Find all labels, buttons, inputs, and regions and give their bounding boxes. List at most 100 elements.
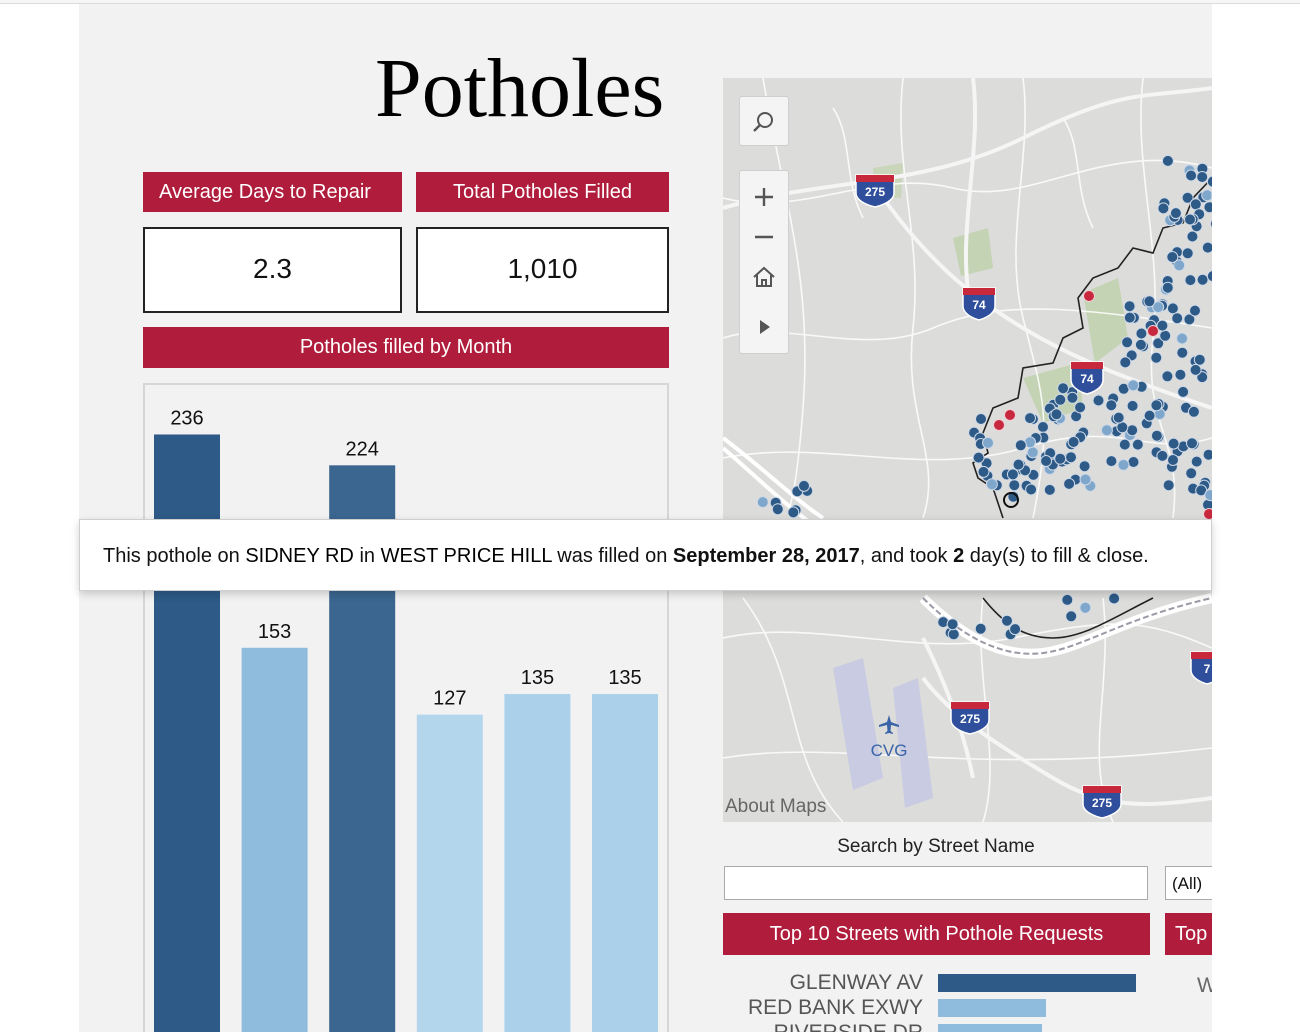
pothole-dot-open[interactable]: [1147, 325, 1159, 337]
pothole-dot[interactable]: [1112, 411, 1125, 424]
pothole-dot[interactable]: [1143, 409, 1156, 422]
pothole-dot-open[interactable]: [1083, 290, 1095, 302]
pothole-dot[interactable]: [1189, 198, 1202, 211]
pothole-dot[interactable]: [1054, 393, 1067, 406]
pothole-dot[interactable]: [1108, 592, 1121, 605]
pothole-dot[interactable]: [1026, 446, 1039, 459]
pothole-dot[interactable]: [1050, 408, 1063, 421]
pothole-dot[interactable]: [1043, 483, 1056, 496]
pothole-dot[interactable]: [1006, 468, 1019, 481]
pothole-dot[interactable]: [1161, 370, 1174, 383]
pothole-dot[interactable]: [1126, 424, 1139, 437]
pothole-dot[interactable]: [1063, 477, 1076, 490]
pothole-dot[interactable]: [1181, 191, 1194, 204]
street-search-input[interactable]: [724, 866, 1148, 900]
pothole-dot[interactable]: [1201, 189, 1212, 202]
pothole-dot[interactable]: [974, 622, 987, 635]
pothole-dot[interactable]: [1066, 391, 1079, 404]
pothole-dot[interactable]: [1150, 399, 1163, 412]
pothole-dot[interactable]: [1025, 483, 1038, 496]
pothole-map[interactable]: 275 74 74 275: [723, 78, 1212, 822]
pothole-dot[interactable]: [1150, 429, 1163, 442]
pothole-dot[interactable]: [1196, 273, 1209, 286]
street-row[interactable]: RIVERSIDE DR: [723, 1021, 1143, 1032]
pothole-dot[interactable]: [985, 478, 998, 491]
month-bar[interactable]: [241, 647, 308, 1032]
month-bar[interactable]: [592, 694, 658, 1032]
pothole-dot[interactable]: [1190, 455, 1203, 468]
pothole-dot[interactable]: [1074, 401, 1087, 414]
pothole-dot[interactable]: [1134, 338, 1147, 351]
pothole-dot[interactable]: [1159, 329, 1172, 342]
pothole-dot[interactable]: [1181, 247, 1194, 260]
pothole-dot[interactable]: [972, 451, 985, 464]
pothole-dot-open[interactable]: [993, 419, 1005, 431]
pothole-dot[interactable]: [1143, 295, 1156, 308]
pothole-dot[interactable]: [1184, 213, 1196, 226]
pothole-dot[interactable]: [1162, 479, 1175, 492]
pothole-dot[interactable]: [977, 465, 990, 478]
pothole-dot[interactable]: [947, 628, 960, 641]
pothole-dot[interactable]: [1189, 363, 1202, 376]
pothole-dot[interactable]: [1184, 274, 1197, 287]
pothole-dot[interactable]: [1150, 351, 1163, 364]
pothole-dot[interactable]: [756, 496, 769, 509]
pothole-dot[interactable]: [1169, 207, 1182, 220]
month-bar[interactable]: [416, 714, 483, 1032]
magnifier-icon[interactable]: [740, 99, 788, 145]
pothole-dot[interactable]: [1014, 439, 1027, 452]
pothole-dot[interactable]: [1040, 455, 1053, 467]
pothole-dot[interactable]: [771, 503, 784, 516]
pothole-dot[interactable]: [1204, 489, 1212, 502]
pothole-dot[interactable]: [1131, 438, 1144, 451]
pothole-dot[interactable]: [1009, 623, 1022, 636]
pothole-dot[interactable]: [1157, 202, 1170, 215]
pothole-dots[interactable]: [756, 154, 1213, 641]
pothole-dot[interactable]: [1127, 379, 1140, 392]
map-canvas[interactable]: 275 74 74 275: [723, 78, 1212, 822]
pothole-dot[interactable]: [1176, 332, 1189, 345]
pothole-dot[interactable]: [1057, 382, 1070, 395]
pothole-dot[interactable]: [1065, 610, 1078, 623]
pothole-dot[interactable]: [1176, 346, 1189, 359]
pothole-dot[interactable]: [1201, 241, 1212, 254]
pothole-dot[interactable]: [1024, 412, 1036, 425]
pothole-dot[interactable]: [1156, 449, 1169, 462]
pothole-dot[interactable]: [1118, 438, 1131, 451]
pothole-dot[interactable]: [1105, 399, 1118, 412]
pothole-dot[interactable]: [1161, 281, 1174, 294]
pothole-dot[interactable]: [1202, 448, 1212, 461]
about-maps-link[interactable]: About Maps: [725, 796, 827, 817]
pothole-dot[interactable]: [1012, 458, 1025, 471]
month-bar[interactable]: [504, 694, 571, 1032]
pothole-dot[interactable]: [1161, 154, 1174, 167]
pothole-dot[interactable]: [982, 436, 994, 449]
pothole-dot[interactable]: [1186, 437, 1198, 450]
pothole-dot[interactable]: [1121, 336, 1134, 349]
pothole-dot[interactable]: [1008, 479, 1021, 492]
pothole-dot[interactable]: [1001, 614, 1013, 627]
pothole-dot[interactable]: [1166, 251, 1179, 263]
pothole-dot[interactable]: [1187, 405, 1200, 418]
pothole-dot[interactable]: [1152, 301, 1165, 314]
pothole-dot[interactable]: [1079, 601, 1092, 614]
pothole-dot-open[interactable]: [1203, 508, 1213, 520]
pothole-dot[interactable]: [1119, 356, 1132, 369]
pothole-dot[interactable]: [1167, 454, 1179, 466]
pothole-dot[interactable]: [1210, 218, 1213, 229]
pothole-dot[interactable]: [787, 506, 800, 519]
pothole-dot[interactable]: [975, 413, 987, 425]
home-button[interactable]: [740, 255, 788, 299]
pothole-dot[interactable]: [1117, 458, 1130, 471]
pothole-dot[interactable]: [1126, 399, 1139, 412]
pothole-dot[interactable]: [1167, 437, 1180, 450]
pothole-dot[interactable]: [1123, 300, 1136, 313]
pothole-dot[interactable]: [1105, 455, 1118, 468]
pothole-dot[interactable]: [1196, 171, 1209, 183]
pothole-dot[interactable]: [1206, 270, 1212, 283]
pothole-dot[interactable]: [946, 618, 959, 631]
pothole-dot[interactable]: [1054, 452, 1067, 465]
pothole-dot[interactable]: [1166, 302, 1179, 315]
pothole-dot[interactable]: [1100, 424, 1113, 437]
street-filter-dropdown[interactable]: (All): [1165, 866, 1212, 900]
